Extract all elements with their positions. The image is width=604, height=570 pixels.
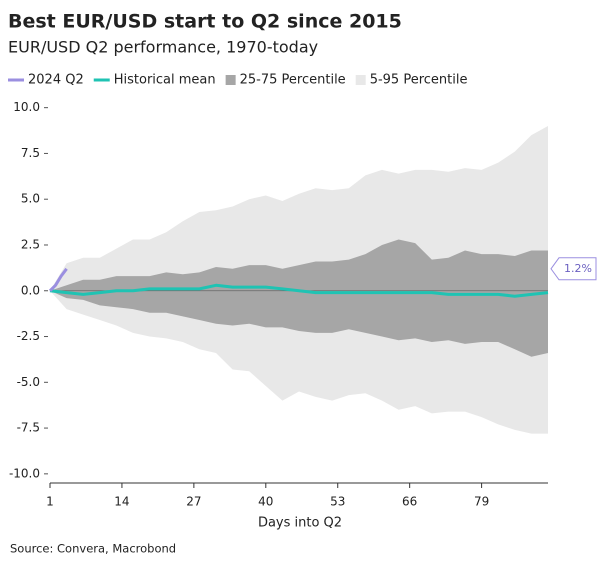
y-tick-label: -10.0	[9, 466, 40, 480]
legend-label: Historical mean	[114, 73, 216, 88]
y-tick-label: 5.0	[21, 192, 40, 206]
x-tick-label: 27	[186, 495, 201, 509]
legend-swatch	[225, 75, 236, 85]
legend-label: 2024 Q2	[28, 73, 84, 88]
percentile-band	[50, 239, 548, 357]
x-tick-label: 66	[402, 495, 417, 509]
x-tick-label: 53	[330, 495, 345, 509]
x-tick-label: 1	[46, 495, 54, 509]
legend-swatch	[355, 75, 366, 85]
x-axis-label: Days into Q2	[258, 516, 342, 531]
y-tick-label: 10.0	[13, 100, 40, 114]
annotation-box	[550, 257, 597, 281]
x-tick-label: 79	[474, 495, 489, 509]
x-tick-label: 40	[258, 495, 273, 509]
series-line	[48, 267, 68, 292]
chart-title: Best EUR/USD start to Q2 since 2015	[8, 11, 402, 33]
series-line	[49, 283, 549, 298]
y-tick-label: 2.5	[21, 237, 40, 251]
annotation-label: 1.2%	[564, 262, 592, 275]
y-tick-label: -2.5	[17, 329, 40, 343]
legend-label: 5-95 Percentile	[370, 73, 468, 88]
y-tick-label: 0.0	[21, 283, 40, 297]
y-tick-label: -5.0	[17, 375, 40, 389]
legend-label: 25-75 Percentile	[240, 73, 346, 88]
chart-subtitle: EUR/USD Q2 performance, 1970-today	[8, 38, 318, 57]
source-note: Source: Convera, Macrobond	[10, 542, 176, 556]
legend: 2024 Q2 Historical mean 25-75 Percentile 5-…	[8, 73, 467, 88]
x-tick-label: 14	[114, 495, 129, 509]
y-tick-label: 7.5	[21, 146, 40, 160]
y-tick-label: -7.5	[17, 421, 40, 435]
